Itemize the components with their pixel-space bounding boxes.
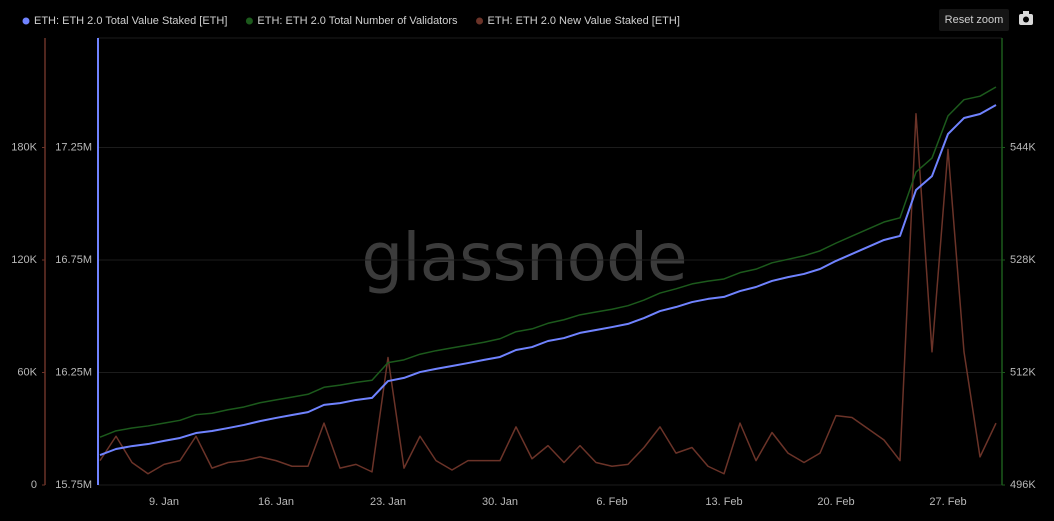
reset-zoom-box[interactable] [939, 9, 1009, 31]
legend-label: ETH: ETH 2.0 Total Value Staked [ETH] [34, 15, 227, 27]
y3-tick-label: 60K [17, 366, 37, 378]
legend-label: ETH: ETH 2.0 Total Number of Validators [257, 15, 458, 27]
x-tick-label: 27. Feb [929, 496, 966, 508]
y2-tick-label: 528K [1010, 254, 1036, 266]
camera-lens[interactable] [1023, 16, 1029, 23]
legend-marker [476, 17, 484, 25]
x-tick-label: 16. Jan [258, 496, 294, 508]
x-tick-label: 9. Jan [149, 496, 179, 508]
camera-button[interactable] [1019, 11, 1033, 25]
y3-tick-label: 120K [11, 254, 37, 266]
reset-zoom-button[interactable]: Reset zoom [939, 9, 1009, 31]
series-line [99, 86, 997, 438]
y3-tick-label: 0 [31, 479, 37, 491]
x-tick-label: 13. Feb [705, 496, 742, 508]
x-tick-label: 6. Feb [596, 496, 627, 508]
reset-zoom-label[interactable]: Reset zoom [945, 14, 1004, 26]
x-tick-label: 30. Jan [482, 496, 518, 508]
y-tick-label: 16.25M [55, 366, 92, 378]
x-tick-label: 23. Jan [370, 496, 406, 508]
y2-tick-label: 496K [1010, 479, 1036, 491]
y3-tick-label: 180K [11, 141, 37, 153]
legend-marker [22, 17, 30, 25]
watermark: glassnode [361, 219, 686, 296]
y2-tick-label: 512K [1010, 366, 1036, 378]
y2-tick-label: 544K [1010, 141, 1036, 153]
y-tick-label: 17.25M [55, 141, 92, 153]
legend-marker [245, 17, 253, 25]
camera-top[interactable] [1023, 11, 1029, 15]
y-tick-label: 15.75M [55, 479, 92, 491]
x-tick-label: 20. Feb [817, 496, 854, 508]
series-line [99, 104, 997, 457]
legend-label: ETH: ETH 2.0 New Value Staked [ETH] [488, 15, 680, 27]
series-line [99, 113, 997, 475]
y-tick-label: 16.75M [55, 254, 92, 266]
